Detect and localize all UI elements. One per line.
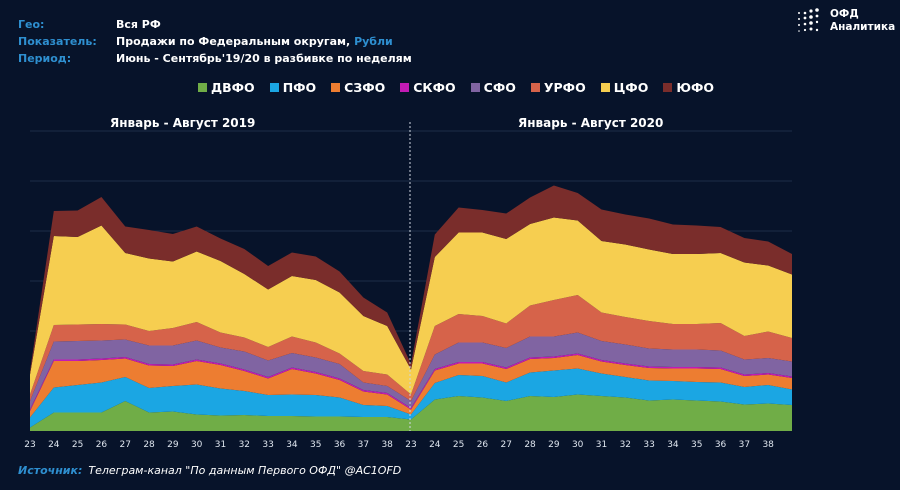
geo-label: Гео: (18, 18, 45, 31)
x-tick-label: 24 (429, 440, 441, 450)
x-tick-label: 31 (596, 440, 607, 450)
x-tick-label: 28 (524, 440, 536, 450)
legend-item: СЗФО (331, 80, 385, 95)
x-tick-label: 34 (286, 440, 298, 450)
ofd-logo: ОФД Аналитика (796, 8, 895, 34)
report-meta: Гео: Вся РФ Показатель: Продажи по Федерал… (18, 16, 412, 67)
legend-swatch (400, 83, 410, 92)
legend-label: СЗФО (344, 80, 386, 95)
x-tick-label: 30 (191, 440, 203, 450)
x-tick-label: 27 (501, 440, 512, 450)
x-tick-label: 27 (120, 440, 131, 450)
legend-label: ПФО (282, 80, 317, 95)
area-СЗФО (30, 355, 792, 418)
chart-legend: ДВФО ПФО СЗФО СКФО СФО УРФО ЦФО ЮФО (198, 80, 714, 95)
logo-line2: Аналитика (830, 21, 896, 33)
x-tick-label: 38 (762, 440, 774, 450)
legend-label: ЮФО (676, 80, 715, 95)
x-tick-label: 24 (48, 440, 60, 450)
x-tick-label: 26 (477, 440, 489, 450)
x-tick-label: 28 (143, 440, 155, 450)
legend-item: ДВФО (198, 80, 255, 95)
x-tick-label: 32 (239, 440, 250, 450)
metric-unit: Рубли (354, 35, 393, 48)
area-ДВФО (30, 394, 792, 431)
period-label: Период: (18, 52, 72, 65)
dots-logo-icon (798, 8, 819, 32)
legend-item: СКФО (400, 80, 456, 95)
x-tick-label: 37 (358, 440, 369, 450)
metric-text: Продажи по Федеральным округам, (116, 35, 351, 48)
legend-item: ЮФО (663, 80, 714, 95)
x-tick-label: 34 (667, 440, 679, 450)
area-ЦФО (30, 217, 792, 395)
legend-item: ПФО (269, 80, 317, 95)
legend-label: ДВФО (211, 80, 255, 95)
legend-swatch (198, 83, 207, 92)
x-tick-label: 31 (215, 440, 226, 450)
x-tick-label: 33 (643, 440, 654, 450)
x-tick-label: 35 (310, 440, 321, 450)
legend-swatch (331, 83, 341, 92)
source-note: Источник: Телеграм-канал "По данным Перво… (18, 464, 401, 477)
legend-label: СКФО (413, 80, 456, 95)
x-tick-label: 26 (96, 440, 108, 450)
x-tick-label: 36 (334, 440, 346, 450)
legend-swatch (470, 83, 480, 92)
x-tick-label: 29 (167, 440, 179, 450)
area-СФО (30, 332, 792, 410)
source-label: Источник: (18, 464, 83, 477)
x-tick-label: 23 (24, 440, 35, 450)
legend-label: СФО (483, 80, 516, 95)
period-value: Июнь - Сентябрь'19/20 в разбивке по неде… (116, 52, 412, 65)
metric-value: Продажи по Федеральным округам, Рубли (116, 33, 393, 50)
area-ПФО (30, 368, 792, 428)
area-ЮФО (30, 185, 792, 375)
x-tick-label: 25 (453, 440, 464, 450)
x-tick-label: 35 (691, 440, 702, 450)
logo-line1: ОФД (830, 8, 859, 20)
geo-value: Вся РФ (116, 18, 161, 31)
legend-item: УРФО (530, 80, 586, 95)
legend-swatch (663, 83, 673, 92)
x-tick-label: 36 (715, 440, 727, 450)
source-text: Телеграм-канал "По данным Первого ОФД" @… (88, 464, 402, 477)
x-tick-label: 29 (548, 440, 560, 450)
legend-swatch (269, 83, 279, 92)
x-tick-label: 33 (262, 440, 273, 450)
legend-item: ЦФО (600, 80, 649, 95)
panel-title-2019: Январь - Август 2019 (110, 116, 256, 130)
area-СКФО (30, 353, 792, 411)
metric-label: Показатель: (18, 35, 97, 48)
x-tick-label: 37 (739, 440, 750, 450)
legend-swatch (530, 83, 540, 92)
panel-title-2020: Январь - Август 2020 (518, 116, 664, 130)
legend-item: СФО (470, 80, 516, 95)
x-tick-label: 25 (72, 440, 83, 450)
x-tick-label: 30 (572, 440, 584, 450)
area-УРФО (30, 295, 792, 401)
x-tick-label: 23 (405, 440, 416, 450)
legend-label: УРФО (543, 80, 586, 95)
x-tick-label: 32 (620, 440, 631, 450)
legend-label: ЦФО (613, 80, 649, 95)
legend-swatch (600, 83, 610, 92)
x-tick-label: 38 (381, 440, 393, 450)
